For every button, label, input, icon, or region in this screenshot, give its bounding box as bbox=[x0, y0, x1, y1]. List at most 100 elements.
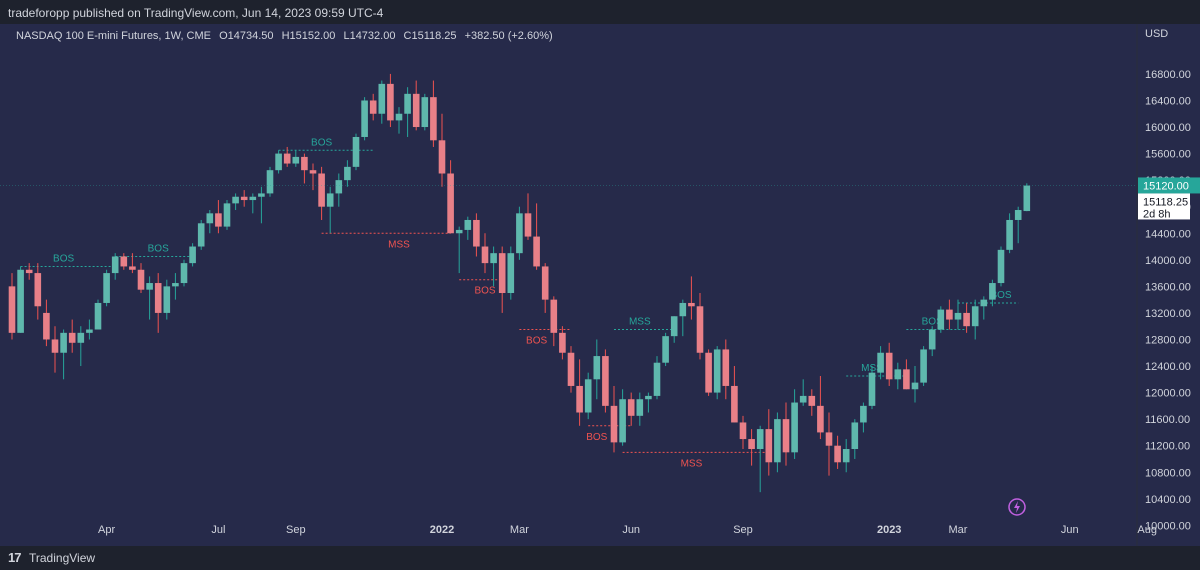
candle-body bbox=[645, 395, 652, 400]
y-tick-label: 13200.00 bbox=[1145, 308, 1191, 320]
candle-body bbox=[963, 312, 970, 327]
y-tick-label: 15600.00 bbox=[1145, 149, 1191, 161]
candle-body bbox=[997, 249, 1005, 284]
candle-body bbox=[103, 273, 110, 303]
open-value: O14734.50 bbox=[219, 30, 274, 42]
candle-body bbox=[344, 166, 351, 181]
candle-body bbox=[292, 156, 300, 164]
candle-body bbox=[842, 449, 850, 463]
candle-body bbox=[662, 336, 669, 363]
candle-body bbox=[636, 399, 644, 416]
x-tick-label: Aug bbox=[1137, 524, 1157, 536]
candle-body bbox=[51, 339, 59, 353]
candlestick-chart[interactable]: USD 10000.00 10400.00 10800.00 11200.00 11600… bbox=[0, 24, 1200, 546]
x-tick-label: 2022 bbox=[430, 524, 454, 536]
candle-body bbox=[206, 213, 214, 224]
candle-body bbox=[240, 196, 248, 201]
mss-label: MSS bbox=[681, 458, 703, 469]
bos-label: BOS bbox=[586, 432, 607, 443]
candle-body bbox=[688, 302, 695, 307]
y-tick-label: 13600.00 bbox=[1145, 281, 1191, 293]
candle-body bbox=[903, 369, 910, 390]
candle-body bbox=[335, 180, 343, 194]
candle-body bbox=[301, 156, 308, 171]
candle-body bbox=[154, 283, 162, 313]
candle-body bbox=[619, 399, 626, 443]
candle-body bbox=[60, 332, 67, 353]
y-tick-label: 14000.00 bbox=[1145, 255, 1191, 267]
candle-body bbox=[894, 369, 902, 380]
x-tick-label: Sep bbox=[733, 524, 753, 536]
candle-body bbox=[421, 97, 429, 128]
candle-body bbox=[318, 173, 325, 207]
candle-body bbox=[8, 286, 16, 333]
candle-body bbox=[559, 332, 566, 353]
candle-body bbox=[215, 213, 222, 227]
candle-body bbox=[404, 93, 411, 114]
candle-body bbox=[455, 229, 463, 234]
candle-body bbox=[713, 349, 721, 393]
candle-body bbox=[602, 356, 609, 406]
candle-body bbox=[516, 213, 523, 254]
candle-body bbox=[765, 429, 773, 463]
candle-body bbox=[541, 266, 549, 300]
candle-body bbox=[593, 356, 601, 380]
candle-body bbox=[799, 395, 807, 403]
candle-body bbox=[369, 100, 377, 114]
symbol-name[interactable]: NASDAQ 100 E-mini Futures, 1W, CME bbox=[16, 30, 211, 42]
candle-body bbox=[928, 329, 936, 350]
candle-body bbox=[825, 432, 833, 446]
candle-body bbox=[567, 352, 575, 386]
bos-label: BOS bbox=[526, 336, 547, 347]
candle-body bbox=[507, 253, 515, 293]
candle-body bbox=[1023, 185, 1031, 212]
bos-label: BOS bbox=[53, 253, 74, 264]
mss-label: MSS bbox=[388, 239, 410, 250]
candle-body bbox=[524, 213, 532, 237]
candle-body bbox=[550, 299, 558, 333]
candle-body bbox=[731, 385, 738, 423]
candle-body bbox=[77, 332, 85, 343]
candle-body bbox=[1014, 210, 1022, 220]
bos-label: BOS bbox=[990, 290, 1011, 301]
candle-body bbox=[387, 83, 394, 121]
close-countdown-box bbox=[1138, 193, 1190, 220]
candle-body bbox=[989, 283, 996, 300]
candle-body bbox=[937, 309, 945, 330]
candle-body bbox=[584, 379, 592, 413]
candle-body bbox=[885, 352, 893, 380]
y-tick-label: 11600.00 bbox=[1145, 414, 1190, 426]
candle-body bbox=[189, 246, 196, 264]
candle-body bbox=[911, 382, 919, 390]
candle-body bbox=[868, 372, 876, 406]
y-tick-label: 16400.00 bbox=[1145, 95, 1191, 107]
candle-body bbox=[920, 349, 927, 383]
close-value: C15118.25 bbox=[403, 30, 457, 42]
lightning-event-icon[interactable] bbox=[1008, 498, 1026, 516]
candle-body bbox=[326, 193, 334, 207]
x-tick-label: Jun bbox=[622, 524, 640, 536]
candle-body bbox=[120, 256, 128, 267]
candle-body bbox=[748, 439, 755, 450]
candle-body bbox=[249, 196, 257, 201]
x-tick-label: Apr bbox=[98, 524, 115, 536]
x-tick-label: Mar bbox=[510, 524, 529, 536]
countdown-label: 2d 8h bbox=[1143, 208, 1171, 220]
candle-body bbox=[146, 283, 153, 290]
candle-body bbox=[34, 273, 42, 307]
tradingview-brand[interactable]: TradingView bbox=[29, 551, 96, 565]
chart-area[interactable]: NASDAQ 100 E-mini Futures, 1W, CME O1473… bbox=[0, 24, 1200, 546]
candle-body bbox=[722, 349, 730, 386]
candle-body bbox=[670, 316, 678, 337]
candle-body bbox=[163, 286, 171, 313]
event-circle bbox=[1008, 498, 1026, 516]
symbol-legend: NASDAQ 100 E-mini Futures, 1W, CME O1473… bbox=[16, 30, 558, 42]
y-tick-label: 12400.00 bbox=[1145, 361, 1191, 373]
y-tick-label: 14400.00 bbox=[1145, 228, 1191, 240]
tradingview-logo-icon[interactable]: 17 bbox=[8, 550, 22, 565]
candle-body bbox=[774, 419, 781, 463]
candle-body bbox=[197, 223, 205, 247]
y-tick-label: 12800.00 bbox=[1145, 334, 1191, 346]
candle-body bbox=[576, 385, 583, 413]
candle-body bbox=[954, 312, 962, 320]
